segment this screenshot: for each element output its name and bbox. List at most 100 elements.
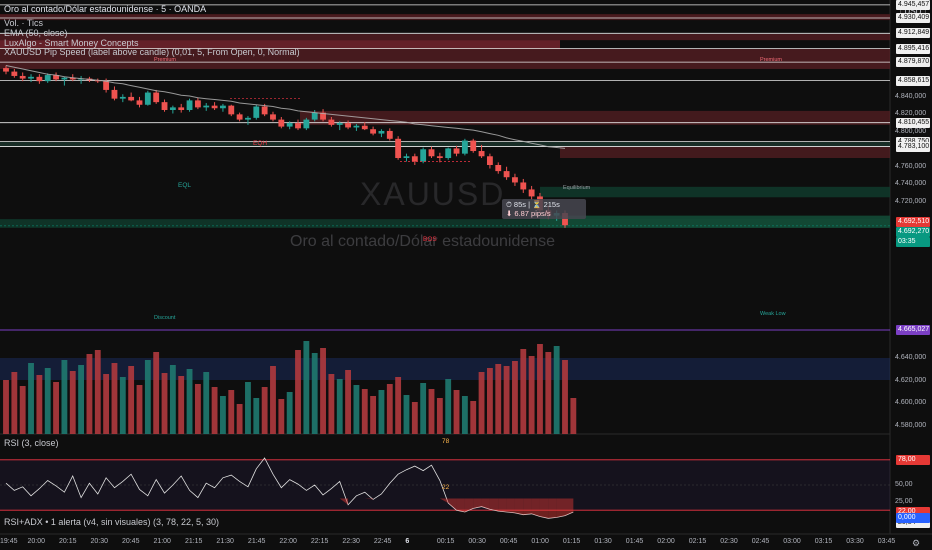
eql-label: EQL [178, 182, 192, 189]
time-tick-label: 00:15 [436, 538, 455, 545]
candle-body [128, 96, 135, 101]
volume-bar [245, 382, 251, 434]
price-level-label: 4.858,615 [896, 75, 930, 86]
time-tick-label: 20:00 [27, 538, 46, 545]
volume-bar [411, 402, 418, 434]
volume-bar [236, 404, 243, 434]
volume-bar [420, 383, 427, 434]
discount-zone [0, 219, 890, 228]
gear-icon[interactable]: ⚙ [912, 538, 921, 548]
luxalgo-legend[interactable]: LuxAlgo - Smart Money Concepts [4, 38, 139, 48]
rsi-oversold-fill [439, 498, 449, 503]
volume-bar [512, 361, 518, 434]
candle-body [186, 100, 193, 110]
candle-body [103, 81, 110, 90]
candle-body [411, 156, 418, 162]
time-tick-label: 20:30 [90, 538, 108, 545]
candle-body [61, 77, 68, 80]
rsi-upper-label: 78,00 [896, 454, 930, 465]
time-tick-label: 03:30 [846, 538, 864, 545]
price-tick-label: 4.760,000 [895, 162, 927, 170]
volume-bar [144, 360, 151, 434]
bos-label: BOS [423, 236, 437, 243]
volume-bar [370, 396, 377, 434]
candle-body [445, 148, 452, 159]
price-tick-label: 4.820,000 [895, 110, 927, 118]
main-symbol-legend[interactable]: Oro al contado/Dólar estadounidense · 5 … [4, 4, 207, 14]
volume-bar [153, 352, 160, 434]
rsi-lower-label: 22,00 [896, 507, 930, 518]
volume-bar [461, 396, 468, 434]
candle-body [119, 96, 126, 99]
volume-bar [270, 366, 276, 434]
time-tick-label: 02:15 [688, 538, 707, 545]
candle-body [11, 71, 18, 76]
rsi-adx-legend[interactable]: RSI+ADX • 1 alerta (v4, sin visuales) (3… [4, 517, 219, 527]
candle-body [295, 123, 301, 129]
symbol-watermark: XAUUSD [360, 176, 506, 212]
volume-bar [503, 366, 510, 434]
candle-body [36, 76, 43, 82]
volume-bar [128, 366, 135, 434]
rsi-oversold-fill [548, 498, 557, 519]
premium-zone [0, 48, 890, 62]
volume-bar [386, 384, 393, 434]
candle-countdown: 03:35 [896, 236, 930, 247]
symbol-name-watermark: Oro al contado/Dólar estadounidense [290, 233, 556, 250]
volume-bar [562, 360, 568, 434]
volume-bar [211, 387, 218, 434]
time-tick-label: 02:30 [720, 538, 738, 545]
premium-zone [0, 61, 890, 69]
candle-body [211, 105, 218, 109]
time-tick-label: 00:30 [468, 538, 486, 545]
rsi-oversold-fill [531, 498, 540, 517]
volume-bar [345, 370, 351, 434]
price-level-label: 4.945,457 [896, 0, 930, 10]
volume-bar [528, 356, 535, 434]
candle-body [512, 177, 518, 183]
volume-bar [220, 396, 226, 434]
price-tick-label: 4.800,000 [895, 127, 927, 135]
ema-legend[interactable]: EMA (50, close) [4, 28, 68, 38]
rsi-legend[interactable]: RSI (3, close) [4, 438, 59, 448]
volume-bar [261, 387, 268, 434]
price-tick-label: 4.840,000 [895, 92, 927, 100]
candle-body [153, 92, 160, 103]
rsi-oversold-fill [539, 498, 549, 519]
volume-legend[interactable]: Vol. · Tics [4, 18, 44, 28]
ema-line [5, 65, 566, 149]
pip-speed-legend[interactable]: XAUUSD Pip Speed (label above candle) (0… [4, 47, 300, 57]
candle-body [253, 106, 260, 118]
volume-bar [19, 386, 26, 434]
time-tick-label: 01:45 [625, 538, 644, 545]
candle-body [486, 156, 493, 165]
volume-bar [570, 398, 577, 434]
volume-bar [545, 352, 552, 434]
volume-bar [169, 365, 176, 434]
price-level-label: 4.895,416 [896, 43, 930, 54]
time-tick-label: 02:00 [657, 538, 675, 545]
candle-body [169, 107, 176, 110]
candle-body [3, 68, 9, 72]
discount-zone-active [540, 215, 890, 228]
volume-bar [61, 360, 68, 434]
candle-body [203, 105, 210, 108]
candle-body [420, 149, 427, 162]
volume-bar [28, 363, 34, 434]
candle-body [311, 112, 318, 120]
candle-body [303, 119, 310, 129]
rsi-oversold-fill [456, 498, 465, 512]
volume-bar [486, 368, 493, 434]
volume-bar [378, 390, 385, 434]
candle-body [270, 114, 276, 120]
candle-body [528, 189, 535, 197]
volume-bar [445, 379, 452, 434]
volume-bar [495, 364, 502, 434]
premium-zone-label: Premium [154, 57, 177, 63]
time-tick-label: 22:00 [279, 538, 297, 545]
candle-body [470, 140, 477, 152]
candle-body [520, 182, 527, 190]
price-tick-label: 4.600,000 [895, 399, 927, 407]
price-level-label: 4.879,870 [896, 57, 930, 68]
